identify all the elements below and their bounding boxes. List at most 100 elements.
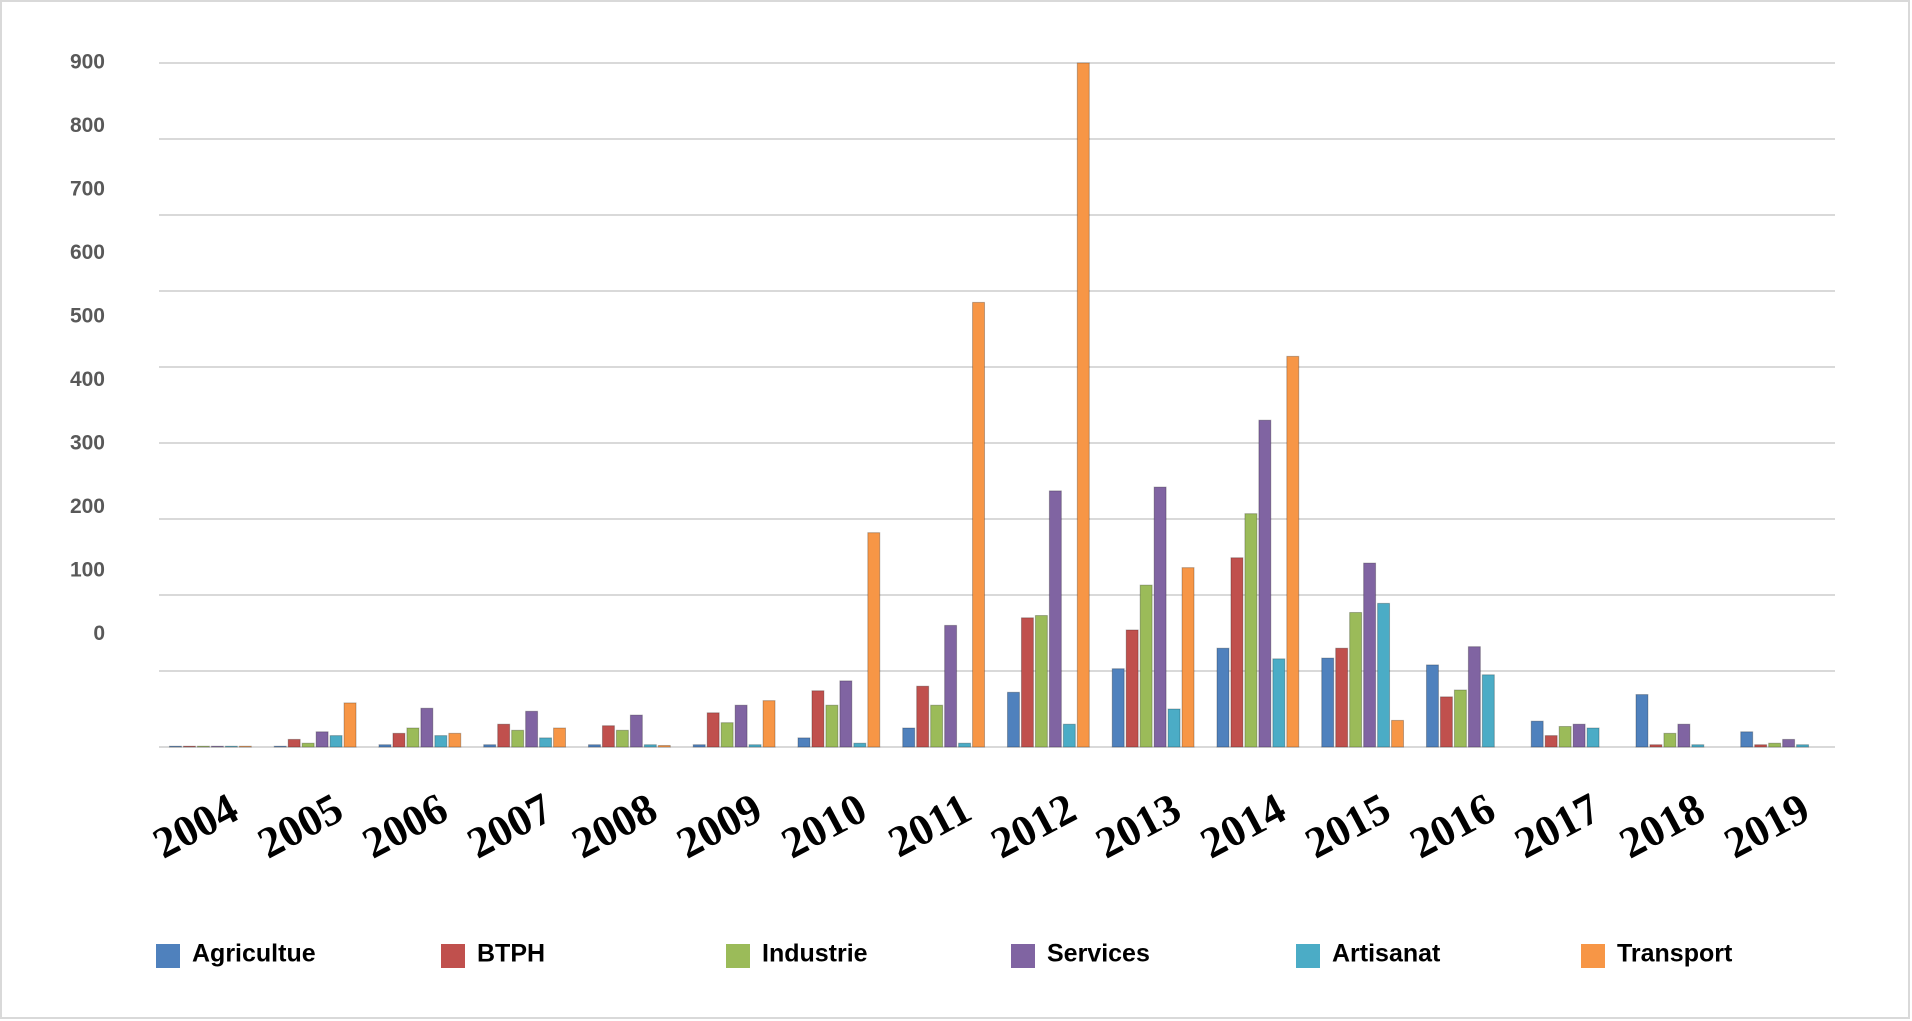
bar	[587, 744, 601, 748]
bar	[601, 725, 615, 748]
bar	[1111, 668, 1125, 748]
bar	[629, 714, 643, 748]
legend-swatch	[156, 944, 180, 968]
bar	[1244, 513, 1258, 748]
legend-swatch	[441, 944, 465, 968]
bar	[1544, 735, 1558, 748]
bar	[1216, 647, 1230, 748]
bar	[1167, 708, 1181, 748]
bar	[1363, 562, 1377, 748]
bar	[1768, 742, 1782, 748]
bar	[839, 680, 853, 748]
legend-label: Artisanat	[1332, 940, 1441, 968]
bar	[1635, 694, 1649, 748]
legend-swatch	[1581, 944, 1605, 968]
bar	[448, 732, 462, 748]
legend-label: Industrie	[762, 940, 868, 968]
bar	[1677, 723, 1691, 748]
bar	[539, 737, 553, 748]
bar	[1020, 617, 1034, 748]
bar	[1377, 602, 1391, 748]
bar	[1125, 629, 1139, 748]
bar	[406, 727, 420, 748]
bar	[902, 727, 916, 748]
legend-swatch	[726, 944, 750, 968]
bar	[706, 712, 720, 748]
bar	[692, 744, 706, 748]
bar	[1572, 723, 1586, 748]
bar	[1062, 723, 1076, 748]
y-tick-label: 300	[70, 432, 105, 455]
bar	[958, 742, 972, 748]
legend-label: Transport	[1617, 940, 1733, 968]
bar	[1754, 744, 1768, 748]
bar	[1740, 731, 1754, 748]
bar	[392, 732, 406, 748]
bar	[525, 710, 539, 748]
bar	[930, 704, 944, 748]
y-tick-label: 0	[93, 622, 105, 645]
bar	[1782, 738, 1796, 748]
bar	[434, 735, 448, 748]
bar	[553, 727, 567, 748]
bar	[1139, 584, 1153, 748]
bar	[643, 744, 657, 748]
bar	[511, 729, 525, 748]
bar	[168, 745, 182, 748]
bar	[1034, 615, 1048, 748]
bar	[615, 729, 629, 748]
bar	[1586, 727, 1600, 748]
bar	[720, 722, 734, 748]
bar	[196, 745, 210, 748]
bar	[1481, 674, 1495, 748]
y-tick-label: 800	[70, 114, 105, 137]
bar	[182, 745, 196, 748]
bar	[1076, 62, 1090, 748]
bar	[343, 702, 357, 748]
bar	[657, 744, 671, 748]
bar	[1321, 657, 1335, 748]
bar	[1230, 557, 1244, 748]
bar	[224, 745, 238, 748]
bar	[1796, 744, 1810, 748]
bar	[301, 742, 315, 748]
bar	[329, 735, 343, 748]
bar	[210, 745, 224, 748]
legend-swatch	[1296, 944, 1320, 968]
bar	[734, 704, 748, 748]
bar	[483, 744, 497, 748]
bar	[1048, 490, 1062, 748]
bar	[1335, 647, 1349, 748]
bar	[797, 737, 811, 748]
bar	[811, 690, 825, 748]
bar	[944, 624, 958, 748]
legend-label: BTPH	[477, 940, 545, 968]
bar	[748, 744, 762, 748]
bar	[1006, 691, 1020, 748]
bar	[1663, 732, 1677, 748]
legend-label: Agricultue	[192, 940, 316, 968]
bar	[972, 301, 986, 748]
bar	[1286, 355, 1300, 748]
bar	[1153, 486, 1167, 748]
bar	[238, 745, 252, 748]
y-tick-label: 500	[70, 305, 105, 328]
y-tick-label: 400	[70, 368, 105, 391]
bar	[1181, 567, 1195, 748]
legend-swatch	[1011, 944, 1035, 968]
bar	[287, 738, 301, 748]
y-tick-label: 700	[70, 178, 105, 201]
bar	[1258, 419, 1272, 748]
bar	[1691, 744, 1705, 748]
bar	[867, 532, 881, 748]
bar	[273, 745, 287, 748]
bar	[1425, 664, 1439, 748]
bar	[1439, 696, 1453, 748]
bar	[420, 707, 434, 748]
bar	[853, 742, 867, 748]
bar	[1649, 744, 1663, 748]
y-tick-label: 600	[70, 241, 105, 264]
bar	[1467, 646, 1481, 748]
